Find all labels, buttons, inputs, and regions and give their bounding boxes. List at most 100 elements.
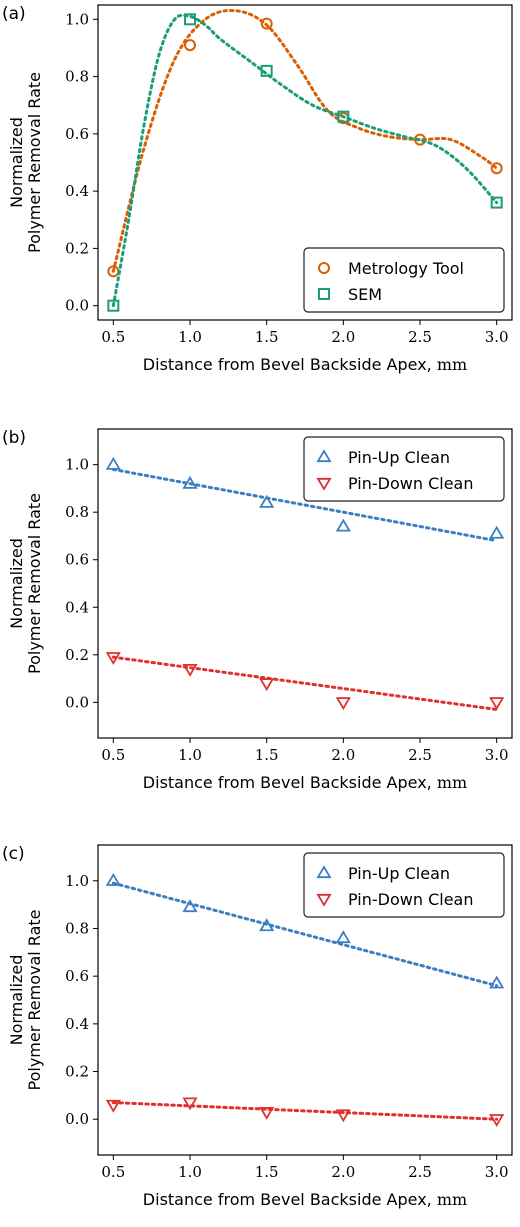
plot-frame [97, 428, 513, 739]
legend-box [303, 247, 505, 313]
legend-label: Pin-Up Clean [348, 864, 450, 883]
x-tick-label: 2.0 [331, 746, 355, 764]
fit-line [111, 13, 499, 308]
fit-line [111, 655, 499, 711]
x-tick-label: 2.0 [331, 1163, 355, 1181]
fit-line [111, 881, 499, 988]
panel-b: (b) 0.5 1.0 1.5 2.0 2.5 3.0 0.0 0.2 0.4 0.6 0.8 1.0 D… [0, 409, 520, 818]
data-point [260, 17, 273, 30]
data-point [335, 930, 351, 944]
data-point [260, 64, 273, 77]
data-point [489, 975, 505, 989]
legend-label: Pin-Up Clean [348, 448, 450, 467]
x-tick-label: 1.5 [255, 328, 279, 346]
legend-label: Pin-Down Clean [348, 474, 473, 493]
panel-label: (a) [2, 4, 26, 24]
data-point [489, 525, 505, 539]
y-tick-label: 0.4 [65, 598, 89, 616]
data-point [489, 1114, 505, 1128]
data-point [105, 872, 121, 886]
y-axis-label-line2: Polymer Removal Rate [25, 493, 44, 674]
x-tick-label: 3.0 [485, 1163, 509, 1181]
y-tick-label: 1.0 [65, 872, 89, 890]
panel-c: (c) 0.5 1.0 1.5 2.0 2.5 3.0 0.0 0.2 0.4 0.6 0.8 1.0 D… [0, 818, 520, 1227]
x-tick-label: 1.0 [178, 1163, 202, 1181]
y-tick-label: 0.2 [65, 1063, 89, 1081]
chart-b-svg: (b) 0.5 1.0 1.5 2.0 2.5 3.0 0.0 0.2 0.4 0.6 0.8 1.0 D… [2, 428, 513, 792]
y-tick-label: 0.6 [65, 125, 89, 143]
legend: Pin-Up Clean Pin-Down Clean [303, 852, 505, 918]
data-point [259, 1106, 275, 1120]
data-point [259, 918, 275, 932]
legend-label: SEM [348, 285, 382, 304]
y-tick-label: 0.0 [65, 297, 89, 315]
x-tick-label: 0.5 [101, 746, 125, 764]
y-axis-label-line1: Normalized [7, 955, 26, 1046]
legend-marker [316, 865, 332, 879]
x-tick-label: 2.5 [408, 328, 432, 346]
y-axis-label-line1: Normalized [7, 538, 26, 629]
y-tick-label: 1.0 [65, 10, 89, 28]
legend-marker [316, 893, 332, 907]
legend-box [303, 436, 505, 502]
y-tick-label: 1.0 [65, 456, 89, 474]
fit-line [111, 1101, 499, 1121]
data-point [107, 299, 120, 312]
x-tick-label: 1.0 [178, 746, 202, 764]
legend: Pin-Up Clean Pin-Down Clean [303, 436, 505, 502]
fit-line [111, 8, 499, 273]
data-point [335, 697, 351, 711]
x-tick-label: 2.5 [408, 1163, 432, 1181]
data-point [489, 697, 505, 711]
data-point [337, 110, 350, 123]
legend-label: Metrology Tool [348, 259, 464, 278]
y-tick-label: 0.2 [65, 239, 89, 257]
fit-line [111, 467, 499, 543]
y-tick-label: 0.8 [65, 68, 89, 86]
x-axis-label: Distance from Bevel Backside Apex, mm [143, 1190, 467, 1209]
y-tick-label: 0.0 [65, 1110, 89, 1128]
data-point [105, 1099, 121, 1113]
data-point [105, 652, 121, 665]
legend-marker [316, 449, 332, 463]
panel-label: (b) [2, 428, 26, 448]
y-tick-label: 0.0 [65, 693, 89, 711]
legend-marker [316, 477, 332, 491]
panel-label: (c) [2, 844, 25, 864]
legend: Metrology Tool SEM [303, 247, 505, 313]
x-tick-label: 1.5 [255, 1163, 279, 1181]
x-tick-label: 3.0 [485, 746, 509, 764]
y-tick-label: 0.6 [65, 967, 89, 985]
data-point [259, 678, 275, 692]
plot-frame [97, 4, 513, 321]
legend-box [303, 852, 505, 918]
y-tick-label: 0.4 [65, 1015, 89, 1033]
data-point [182, 663, 198, 677]
data-point [182, 1097, 198, 1111]
y-axis-label-line2: Polymer Removal Rate [25, 72, 44, 253]
data-point [182, 475, 198, 489]
y-tick-label: 0.4 [65, 182, 89, 200]
x-axis-label: Distance from Bevel Backside Apex, mm [143, 773, 467, 792]
data-point [335, 518, 351, 532]
data-point [335, 1109, 351, 1123]
y-axis-label-line2: Polymer Removal Rate [25, 910, 44, 1091]
data-point [490, 196, 503, 209]
y-axis-label-line1: Normalized [7, 117, 26, 208]
x-axis-label: Distance from Bevel Backside Apex, mm [143, 355, 467, 374]
data-point [105, 456, 121, 470]
x-tick-label: 1.5 [255, 746, 279, 764]
x-tick-label: 2.5 [408, 746, 432, 764]
legend-marker [318, 288, 330, 300]
x-tick-label: 1.0 [178, 328, 202, 346]
x-tick-label: 0.5 [101, 328, 125, 346]
y-tick-label: 0.2 [65, 646, 89, 664]
data-point [259, 494, 275, 508]
legend-label: Pin-Down Clean [348, 890, 473, 909]
y-tick-label: 0.8 [65, 919, 89, 937]
y-tick-label: 0.6 [65, 551, 89, 569]
data-point [490, 162, 503, 175]
x-tick-label: 0.5 [101, 1163, 125, 1181]
x-tick-label: 3.0 [485, 328, 509, 346]
y-tick-label: 0.8 [65, 503, 89, 521]
